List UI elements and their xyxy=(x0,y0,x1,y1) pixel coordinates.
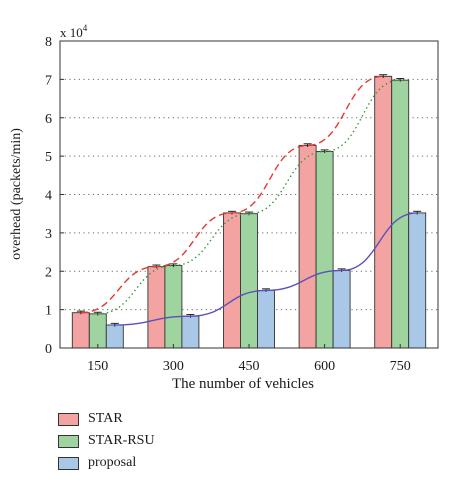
y-scale-label: x 104 xyxy=(60,23,88,40)
y-tick-label: 2 xyxy=(45,265,52,280)
x-tick-label: 750 xyxy=(390,359,411,374)
bar-chart: 0 1 2 3 4 5 6 7 8 150 300 450 600 750 x 104 The numbe… xyxy=(9,23,439,392)
bar-star-rsu xyxy=(164,265,183,349)
bar-star-rsu xyxy=(391,79,410,349)
trend-line-star-rsu xyxy=(97,79,401,315)
bar-proposal xyxy=(105,324,124,349)
x-axis-label: The number of vehicles xyxy=(172,376,314,392)
legend-label-star-rsu: STAR-RSU xyxy=(88,433,155,448)
y-scale-exponent: 4 xyxy=(83,23,88,33)
bar-star-rsu xyxy=(88,313,107,349)
legend-item-star-rsu: STAR-RSU xyxy=(58,430,155,452)
legend-swatch-proposal xyxy=(58,456,79,470)
bar-star-rsu xyxy=(240,213,258,349)
bar-proposal xyxy=(408,212,427,349)
x-tick-label: 150 xyxy=(87,359,108,374)
y-tick-label: 8 xyxy=(45,35,52,50)
bar-star xyxy=(374,75,393,349)
y-tick-label: 7 xyxy=(45,73,52,88)
bar-star xyxy=(298,144,317,349)
bar-proposal xyxy=(257,289,275,349)
x-tick-label: 600 xyxy=(314,359,335,374)
legend-swatch-star xyxy=(58,412,79,426)
legend-swatch-star-rsu xyxy=(58,434,79,448)
bar-proposal xyxy=(332,270,351,349)
bar-star xyxy=(223,212,241,349)
y-tick-label: 3 xyxy=(45,227,52,242)
bar-star xyxy=(147,266,166,349)
y-tick-label: 0 xyxy=(45,342,52,357)
bar-star xyxy=(71,312,90,349)
bars xyxy=(71,74,427,349)
x-tick-label: 450 xyxy=(239,359,260,374)
y-tick-label: 4 xyxy=(45,189,52,204)
legend-item-star: STAR xyxy=(58,408,155,430)
y-tick-label: 5 xyxy=(45,150,52,165)
bar-star-rsu xyxy=(315,151,334,349)
trend-line-proposal xyxy=(114,212,418,326)
bar-proposal xyxy=(181,315,200,349)
legend-label-star: STAR xyxy=(88,411,123,426)
trend-lines xyxy=(80,75,418,326)
trend-line-star xyxy=(80,75,384,314)
legend-label-proposal: proposal xyxy=(88,455,137,470)
x-tick-label: 300 xyxy=(163,359,184,374)
legend: STAR STAR-RSU proposal xyxy=(58,408,155,474)
y-axis-label: overhead (packets/min) xyxy=(9,128,24,260)
y-tick-label: 1 xyxy=(45,304,52,319)
axes: 0 1 2 3 4 5 6 7 8 150 300 450 600 750 xyxy=(45,35,439,374)
y-tick-label: 6 xyxy=(45,112,52,127)
legend-item-proposal: proposal xyxy=(58,452,155,474)
